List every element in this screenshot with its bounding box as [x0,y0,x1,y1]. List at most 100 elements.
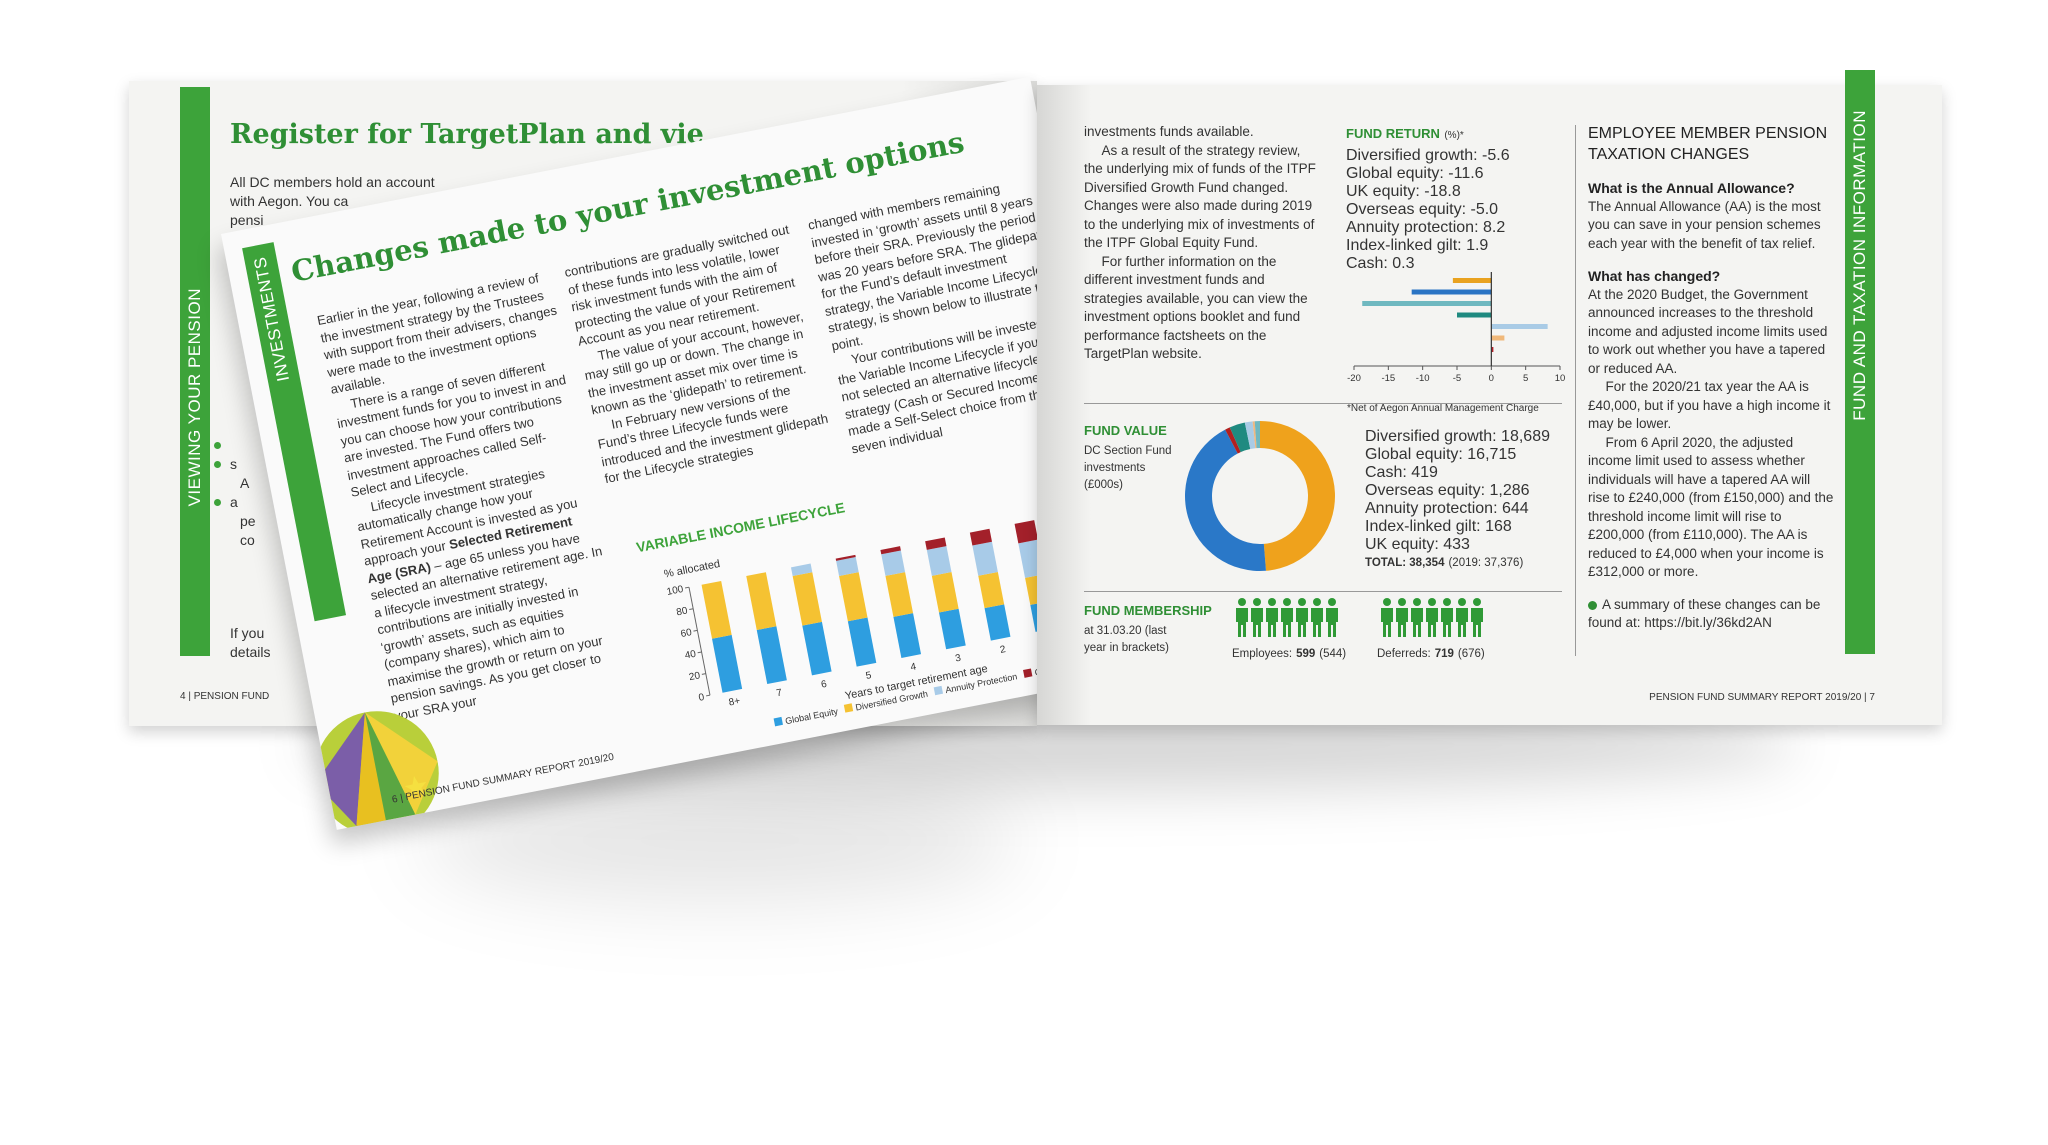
section-subtitle: DC Section Fund investments (£000s) [1084,445,1172,491]
person-head [1413,598,1421,606]
legend-label: Global equity: 16,715 [1365,446,1517,463]
donut-segment [1260,421,1336,571]
legend-swatch [933,685,944,696]
paragraph: For the 2020/21 tax year the AA is £40,0… [1588,379,1831,431]
x-tick-label: 7 [775,687,783,699]
legend-label: Cash: 419 [1365,464,1438,481]
person-body [1456,608,1468,637]
bar [1491,324,1548,329]
legend-row: Annuity protection: 644 [1365,500,1550,518]
bar [1411,289,1492,295]
person-head [1238,598,1246,606]
summary-text: A summary of these changes can be found … [1588,596,1821,631]
bar-segment [1030,601,1037,632]
legend-swatch [843,703,854,713]
bar-segment [790,563,813,577]
person-head [1428,598,1436,606]
legend-swatch [773,716,783,727]
person-head [1458,598,1466,606]
list-fragment-row: pe [230,512,256,531]
text-line: details [230,644,271,660]
person-body [1251,608,1263,637]
y-tick-label: 80 [676,605,689,618]
y-axis-label: % allocated [663,558,721,581]
group-count: 719 [1434,648,1454,660]
page-footer: 4 | PENSION FUND [180,691,270,702]
person-body [1326,608,1338,637]
legend-label: Annuity protection: 644 [1365,500,1529,517]
person-head [1398,598,1406,606]
text-column: changed with members remaining invested … [807,172,1037,458]
bar-segment [1025,574,1037,605]
donut-segment [1254,421,1260,449]
person-head [1443,598,1451,606]
section-tab: FUND AND TAXATION INFORMATION [1845,70,1875,654]
x-tick-label: -10 [1416,373,1430,384]
legend-row: Overseas equity: 1,286 [1365,482,1550,500]
y-tick-label: 0 [698,692,706,704]
bar-segment [712,634,743,693]
y-tick-label: 100 [666,584,685,598]
page-7: investments funds available. As a result … [1037,70,1942,725]
paragraph: investments funds available. [1084,124,1254,139]
lifecycle-chart: VARIABLE INCOME LIFECYCLE % allocated 0 2… [635,499,1037,727]
x-tick-label: 3 [954,653,962,665]
person-body [1311,608,1323,637]
paragraph: Lifecycle investment strategies automati… [352,456,629,725]
text-fragment: A [240,475,250,491]
bar [1491,347,1494,352]
legend-label: Global equity: -11.6 [1346,165,1484,182]
person-head [1268,598,1276,606]
bar-segment [847,617,877,667]
divider [1575,125,1576,656]
y-axis [688,587,711,696]
x-tick-label: 6 [820,679,828,691]
paragraph: The Annual Allowance (AA) is the most yo… [1588,198,1821,251]
section-tab: VIEWING YOUR PENSION [180,87,210,656]
group-previous: (544) [1319,648,1347,660]
legend-label: Diversified growth: -5.6 [1346,147,1510,164]
list-fragment-row: a [214,493,256,512]
bar-segment [893,613,922,658]
x-tick-label: 8+ [728,696,741,709]
tick-mark [684,586,690,589]
bar-segment [938,608,966,650]
bar-segment [925,537,947,550]
text-column: contributions are gradually switched out… [563,220,834,488]
section-text: The Annual Allowance (AA) is the most yo… [1588,198,1834,254]
chart-title: VARIABLE INCOME LIFECYCLE [635,499,846,555]
bar [1457,312,1492,318]
sub-heading: What has changed? [1588,268,1721,284]
legend-row: UK equity: -18.8 [1346,183,1571,201]
text-line: All DC members hold an account [230,174,435,190]
legend-label: Index-linked gilt: 1.9 [1346,237,1489,254]
bullet [214,499,221,506]
legend-row: Index-linked gilt: 168 [1365,518,1550,536]
text-fragment: co [240,532,255,548]
legend-label: UK equity: 433 [1365,536,1470,553]
chart-unit: (%)* [1444,130,1464,141]
x-tick-label: -20 [1347,373,1361,384]
bullet [1588,600,1597,610]
section-text: At the 2020 Budget, the Government annou… [1588,286,1834,582]
x-tick-label: 10 [1555,373,1566,384]
intro-text: All DC members hold an account with Aegon… [230,173,435,230]
donut-segment [1225,427,1241,454]
person-body [1396,608,1408,637]
x-tick-label: 2 [999,644,1007,656]
bullet [214,442,221,449]
total-row: TOTAL: 38,354 (2019: 37,376) [1365,554,1550,572]
bullet [214,461,221,468]
legend-label: Overseas equity: -5.0 [1346,201,1499,218]
person-body [1236,608,1248,637]
chart-title: FUND RETURN [1346,126,1440,141]
x-tick-label: 5 [865,670,873,682]
list-fragment-row: s [214,455,256,474]
group-label: Employees: [1232,648,1293,660]
text-fragment: pe [240,513,256,529]
chart-note: *Net of Aegon Annual Management Charge [1347,403,1539,414]
group-previous: (676) [1457,648,1485,660]
person-body [1411,608,1423,637]
legend-row: Global equity: 16,715 [1365,446,1550,464]
